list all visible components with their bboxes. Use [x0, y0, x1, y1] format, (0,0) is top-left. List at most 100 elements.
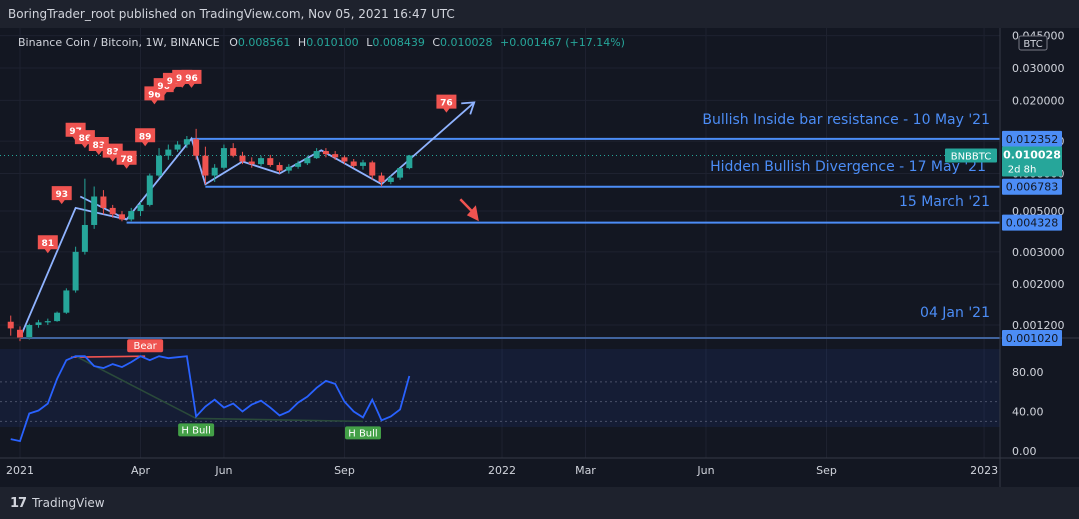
candle-body [248, 161, 255, 165]
annotation-jan: 04 Jan '21 [920, 305, 990, 321]
candle-body [285, 166, 292, 171]
signal-tag-label: 78 [120, 155, 133, 165]
signal-tag-label: 96 [148, 90, 161, 100]
candle-body [63, 290, 70, 313]
price-tick: 0.020000 [1012, 94, 1065, 107]
annotation-march: 15 March '21 [899, 194, 990, 210]
countdown-label: 2d 8h [1008, 164, 1037, 175]
candle-body [406, 155, 413, 169]
signal-tag-label: 83 [93, 141, 106, 151]
time-axis[interactable]: 2021 Apr Jun Sep 2022 Mar Jun Sep 2023 [6, 464, 998, 477]
publish-header: BoringTrader_root published on TradingVi… [0, 0, 1079, 28]
candle-body [174, 144, 181, 150]
candle-body [109, 207, 116, 215]
rsi-tick: 40.00 [1012, 406, 1044, 419]
signal-tag-label: 89 [139, 132, 152, 142]
trend-line [19, 101, 475, 339]
grid [0, 28, 1000, 458]
arrow-up-head [461, 101, 476, 115]
candle-body [193, 139, 200, 156]
price-tag-label: 0.001020 [1006, 332, 1059, 345]
candles [7, 128, 413, 342]
annotation-divergence: Hidden Bullish Divergence - 17 May '21 [710, 159, 986, 175]
time-tick: 2021 [6, 464, 34, 477]
candle-body [156, 155, 163, 176]
candle-body [239, 155, 246, 162]
change-value: +0.001467 (+17.14%) [500, 36, 625, 49]
time-tick: Sep [334, 464, 355, 477]
signal-tag [116, 150, 137, 169]
candle-body [304, 158, 311, 164]
candle-body [91, 196, 98, 225]
signal-tags: 8193978683837889969696969676 [37, 69, 457, 254]
ticker-label: BNBBTC [951, 151, 992, 162]
price-tag-box [1002, 329, 1062, 346]
candle-body [313, 151, 320, 159]
candle-body [341, 157, 348, 162]
rsi-label: H Bull [348, 428, 377, 439]
currency-badge [1018, 35, 1048, 51]
ticker-box [945, 148, 997, 163]
candle-body [276, 165, 283, 171]
rsi-band [0, 349, 1000, 427]
price-tick: 0.002000 [1012, 278, 1065, 291]
high-value: 0.010100 [306, 36, 359, 49]
candle-body [202, 155, 209, 176]
time-tick: Mar [575, 464, 596, 477]
price-tag-label: 0.012352 [1006, 133, 1059, 146]
price-tag-box [1002, 130, 1062, 147]
rsi-axis: 80.00 40.00 0.00 [1012, 366, 1044, 458]
price-tag-label: 0.006783 [1006, 181, 1059, 194]
price-tick: 0.001200 [1012, 319, 1065, 332]
currency-label: BTC [1023, 39, 1042, 50]
candle-body [44, 321, 51, 323]
candle-body [295, 163, 302, 167]
candle-body [211, 167, 218, 176]
candle-body [128, 211, 135, 220]
candle-body [72, 251, 79, 291]
signal-tag [181, 69, 202, 88]
signal-tag [51, 186, 72, 205]
open-value: 0.008561 [238, 36, 291, 49]
time-tick: Sep [816, 464, 837, 477]
signal-tag [37, 235, 58, 254]
current-price-tag: BNBBTC 0.010028 2d 8h [945, 146, 1062, 177]
rsi-tick: 80.00 [1012, 366, 1044, 379]
signal-tag [436, 94, 457, 113]
signal-tag-label: 96 [185, 74, 198, 84]
candle-body [54, 312, 61, 322]
rsi-label-badge [178, 423, 215, 437]
trend-lines [19, 101, 479, 339]
rsi-line [10, 355, 411, 443]
symbol-name: Binance Coin / Bitcoin, 1W, BINANCE [18, 36, 220, 49]
candle-body [332, 154, 339, 158]
candle-body [146, 175, 153, 205]
candle-body [220, 148, 227, 168]
rsi-tick: 0.00 [1012, 445, 1037, 458]
low-value: 0.008439 [372, 36, 425, 49]
candle-body [26, 325, 33, 338]
signal-tag-label: 81 [42, 239, 55, 249]
close-label: C [432, 36, 440, 49]
candle-body [359, 162, 366, 166]
annotation-resistance: Bullish Inside bar resistance - 10 May '… [702, 112, 990, 128]
candle-body [137, 204, 144, 212]
candle-body [267, 158, 274, 166]
candle-body [258, 158, 265, 165]
time-tick: Apr [131, 464, 151, 477]
arrow-down-head [466, 205, 479, 222]
candle-body [100, 196, 107, 208]
signal-tag-label: 76 [440, 99, 453, 109]
rsi-label: Bear [134, 341, 158, 352]
price-tick: 0.003000 [1012, 246, 1065, 259]
rsi-divergence-line [196, 417, 364, 423]
signal-tag-label: 83 [106, 148, 119, 158]
candle-body [322, 151, 329, 155]
price-tag-box [1002, 178, 1062, 195]
candle-body [7, 321, 14, 329]
candle-body [350, 161, 357, 166]
close-value: 0.010028 [440, 36, 493, 49]
signal-tag-label: 86 [79, 134, 92, 144]
rsi-label-badge [344, 426, 381, 440]
